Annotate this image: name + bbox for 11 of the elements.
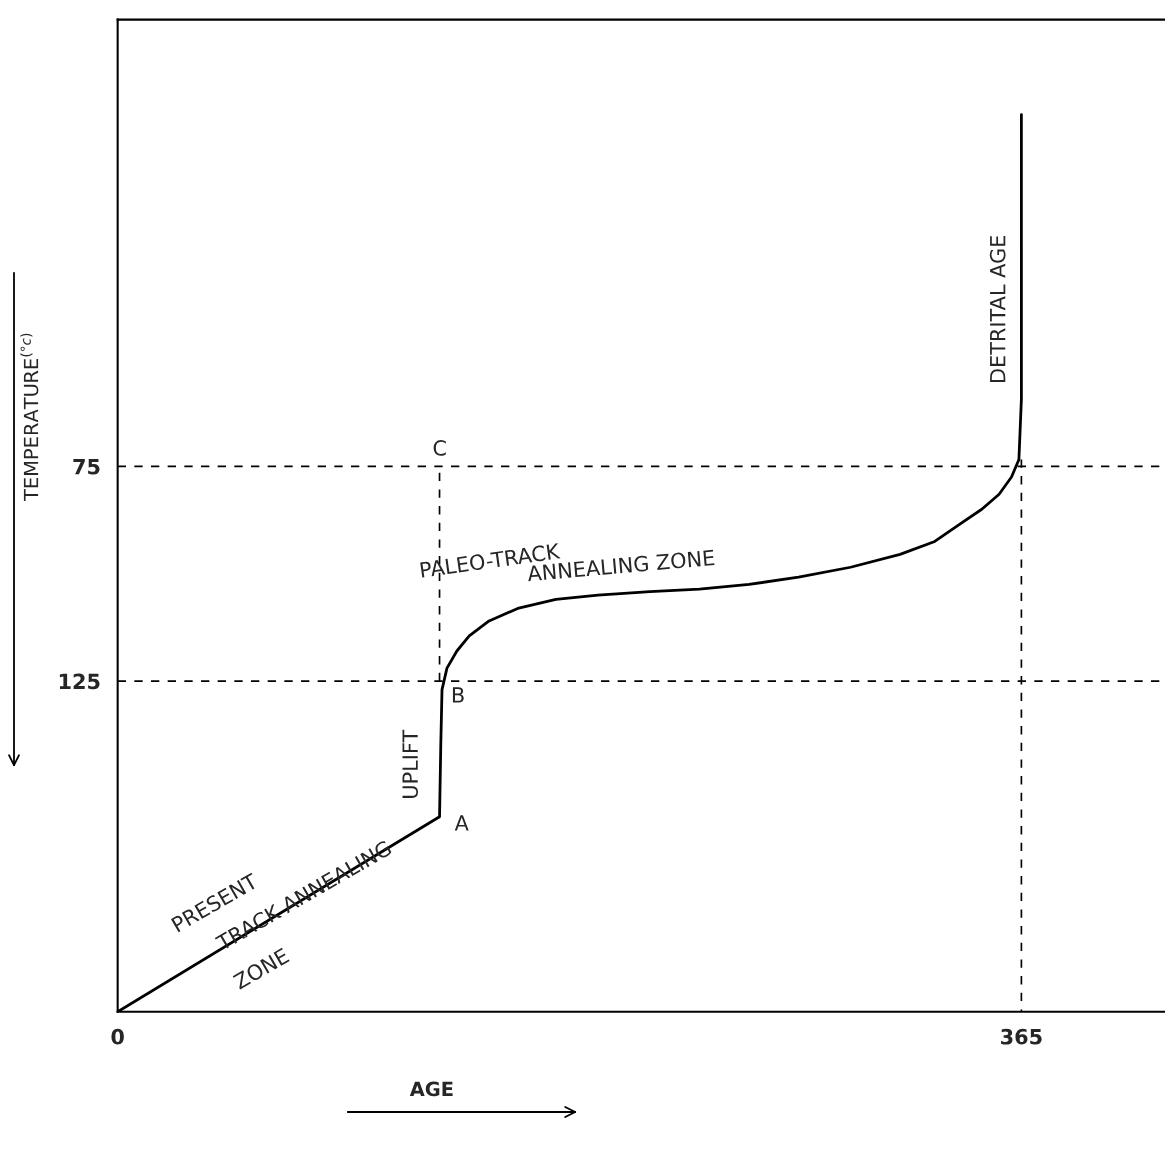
x-axis-title: AGE (409, 1081, 453, 1097)
annotation: DETRITAL AGE (989, 236, 1006, 382)
y-tick-label: 125 (59, 673, 100, 690)
annotation: UPLIFT (402, 729, 419, 798)
y-axis-title: TEMPERATURE$^{(°c)}$ (20, 333, 39, 502)
annotation: C (433, 440, 446, 456)
annotation: B (452, 687, 464, 703)
annotation: A (454, 815, 469, 831)
x-tick-label: 365 (1001, 1028, 1042, 1045)
y-tick-label: 75 (73, 459, 100, 475)
x-tick-label: 0 (111, 1028, 124, 1045)
